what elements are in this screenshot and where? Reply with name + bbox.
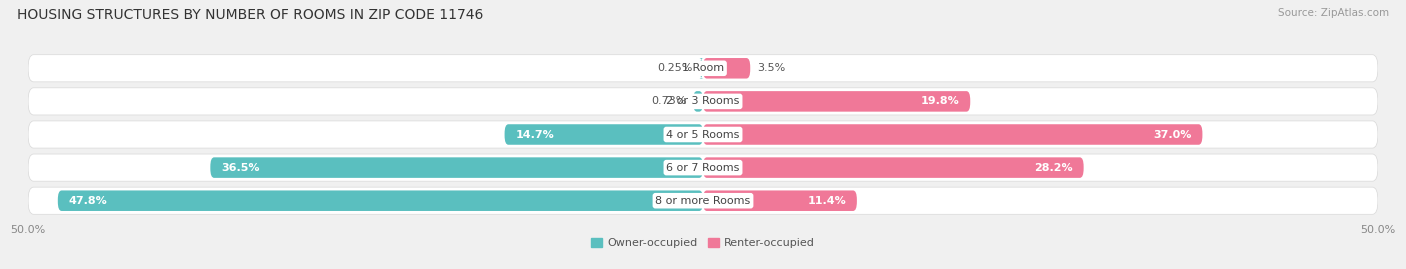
Text: 2 or 3 Rooms: 2 or 3 Rooms bbox=[666, 96, 740, 107]
Text: 8 or more Rooms: 8 or more Rooms bbox=[655, 196, 751, 206]
FancyBboxPatch shape bbox=[703, 58, 751, 79]
Text: 0.73%: 0.73% bbox=[651, 96, 686, 107]
FancyBboxPatch shape bbox=[703, 190, 856, 211]
FancyBboxPatch shape bbox=[703, 124, 1202, 145]
Text: 4 or 5 Rooms: 4 or 5 Rooms bbox=[666, 129, 740, 140]
FancyBboxPatch shape bbox=[703, 91, 970, 112]
Legend: Owner-occupied, Renter-occupied: Owner-occupied, Renter-occupied bbox=[586, 234, 820, 253]
Text: Source: ZipAtlas.com: Source: ZipAtlas.com bbox=[1278, 8, 1389, 18]
Text: 1 Room: 1 Room bbox=[682, 63, 724, 73]
Text: 28.2%: 28.2% bbox=[1035, 162, 1073, 173]
FancyBboxPatch shape bbox=[703, 157, 1084, 178]
FancyBboxPatch shape bbox=[211, 157, 703, 178]
Text: 11.4%: 11.4% bbox=[807, 196, 846, 206]
FancyBboxPatch shape bbox=[28, 88, 1378, 115]
FancyBboxPatch shape bbox=[28, 154, 1378, 181]
FancyBboxPatch shape bbox=[505, 124, 703, 145]
Text: 36.5%: 36.5% bbox=[221, 162, 260, 173]
Text: 3.5%: 3.5% bbox=[756, 63, 785, 73]
Text: 37.0%: 37.0% bbox=[1153, 129, 1192, 140]
Text: HOUSING STRUCTURES BY NUMBER OF ROOMS IN ZIP CODE 11746: HOUSING STRUCTURES BY NUMBER OF ROOMS IN… bbox=[17, 8, 484, 22]
Text: 19.8%: 19.8% bbox=[921, 96, 959, 107]
Text: 0.25%: 0.25% bbox=[658, 63, 693, 73]
Text: 47.8%: 47.8% bbox=[69, 196, 107, 206]
Text: 6 or 7 Rooms: 6 or 7 Rooms bbox=[666, 162, 740, 173]
FancyBboxPatch shape bbox=[699, 58, 703, 79]
FancyBboxPatch shape bbox=[28, 187, 1378, 214]
FancyBboxPatch shape bbox=[28, 121, 1378, 148]
FancyBboxPatch shape bbox=[58, 190, 703, 211]
FancyBboxPatch shape bbox=[28, 55, 1378, 82]
FancyBboxPatch shape bbox=[693, 91, 703, 112]
Text: 14.7%: 14.7% bbox=[516, 129, 554, 140]
